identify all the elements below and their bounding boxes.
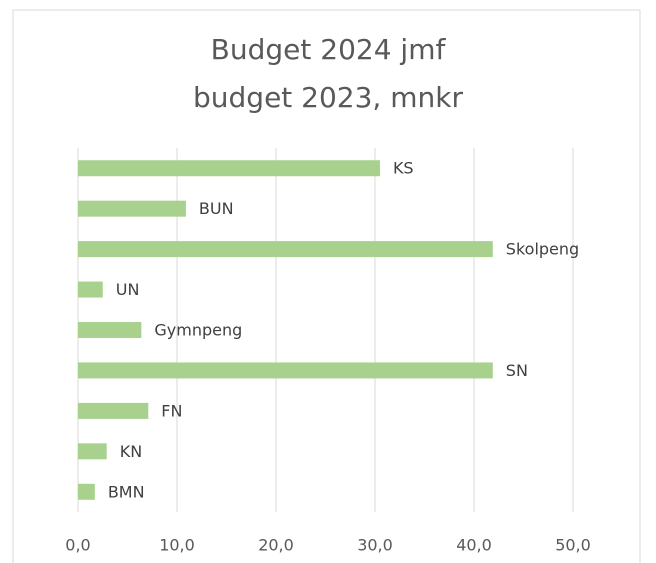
bar-label: Gymnpeng	[154, 321, 242, 340]
bar	[78, 281, 103, 298]
chart-title: Budget 2024 jmf	[211, 33, 447, 66]
bar	[78, 200, 186, 217]
bar	[78, 322, 142, 338]
bar-label: BMN	[108, 482, 145, 501]
bar	[78, 443, 107, 460]
chart-title: budget 2023, mnkr	[193, 81, 463, 114]
chart-frame	[12, 9, 641, 563]
bar	[78, 160, 380, 177]
bar	[78, 362, 493, 379]
x-tick-label: 20,0	[258, 536, 294, 555]
bar	[78, 402, 149, 419]
bar-label: KS	[393, 159, 414, 178]
bar-label: KN	[120, 442, 142, 461]
bar	[78, 483, 95, 500]
bar-label: SN	[506, 361, 528, 380]
x-tick-label: 10,0	[159, 536, 195, 555]
bar-label: Skolpeng	[506, 240, 579, 259]
bar-label: BUN	[199, 199, 234, 218]
bar-label: UN	[116, 280, 140, 299]
bar-label: FN	[161, 401, 182, 420]
x-tick-label: 0,0	[65, 536, 90, 555]
x-tick-label: 40,0	[456, 536, 492, 555]
x-tick-label: 50,0	[555, 536, 591, 555]
x-tick-label: 30,0	[357, 536, 393, 555]
bar	[78, 241, 493, 258]
